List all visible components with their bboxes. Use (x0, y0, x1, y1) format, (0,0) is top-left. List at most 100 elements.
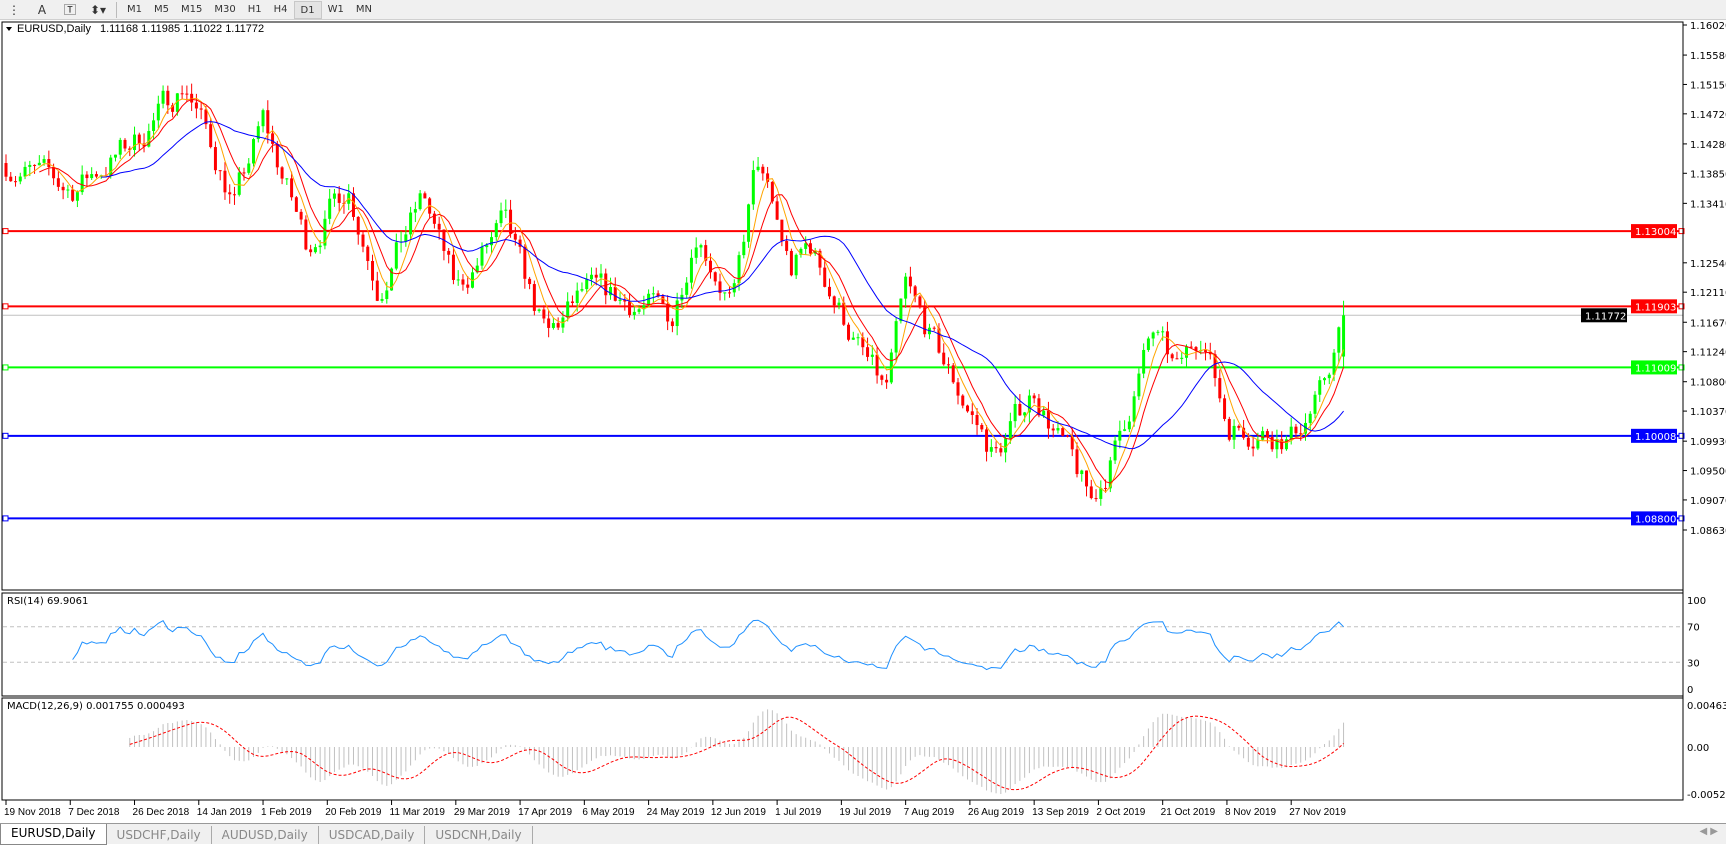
candle-body (166, 90, 170, 106)
candle-body (923, 307, 927, 335)
collapse-triangle-icon[interactable] (6, 27, 12, 31)
line-handle[interactable] (1678, 303, 1685, 310)
candle-body (842, 302, 846, 325)
candle-body (356, 216, 360, 235)
price-axis-label: 1.16020 (1690, 21, 1726, 32)
candle-body (932, 327, 936, 329)
price-line-tag (1631, 224, 1677, 239)
candle-body (651, 293, 655, 295)
line-handle[interactable] (2, 228, 9, 235)
candle-body (437, 223, 441, 230)
timeframe-group: M1 M5 M15 M30 H1 H4 D1 W1 MN (121, 0, 378, 19)
tab-usdcnh-daily[interactable]: USDCNH,Daily (425, 826, 533, 844)
timeframe-h4[interactable]: H4 (273, 3, 288, 15)
candle-body (361, 234, 365, 247)
macd-axis-label: 0.00463 (1687, 701, 1726, 712)
candle-body (218, 170, 222, 172)
chart-tabs: EURUSD,Daily USDCHF,Daily AUDUSD,Daily USDC… (0, 823, 1726, 845)
date-axis-label: 21 Oct 2019 (1161, 807, 1216, 818)
price-line-tag (1631, 299, 1677, 314)
candle-body (1161, 331, 1165, 333)
candle-body (1037, 398, 1041, 416)
line-handle[interactable] (2, 303, 9, 310)
timeframe-m30[interactable]: M30 (214, 3, 236, 15)
candle-body (1104, 487, 1108, 489)
tab-eurusd-daily[interactable]: EURUSD,Daily (0, 824, 107, 845)
timeframe-m5[interactable]: M5 (154, 3, 169, 15)
line-handle[interactable] (1678, 432, 1685, 439)
date-axis-label: 7 Aug 2019 (904, 807, 955, 818)
date-axis-label: 17 Apr 2019 (518, 807, 572, 818)
candle-body (66, 189, 70, 191)
candle-body (751, 170, 755, 205)
candle-body (775, 201, 779, 220)
price-line-tag-label: 1.11903 (1635, 302, 1676, 313)
candle-body (423, 193, 427, 199)
candle-body (961, 395, 965, 406)
tab-audusd-daily[interactable]: AUDUSD,Daily (212, 826, 319, 844)
candle-body (1085, 470, 1089, 487)
tab-usdchf-daily[interactable]: USDCHF,Daily (107, 826, 212, 844)
candle-body (1265, 431, 1269, 438)
line-handle[interactable] (2, 515, 9, 522)
candle-body (299, 211, 303, 220)
candle-body (133, 134, 137, 151)
candle-body (1284, 439, 1288, 450)
candle-body (756, 166, 760, 171)
period-separator-icon[interactable]: ⋮ (8, 2, 20, 17)
date-axis-label: 20 Feb 2019 (325, 807, 382, 818)
tab-scroll-arrows[interactable]: ◀ ▶ (1699, 826, 1718, 837)
candle-body (966, 405, 970, 412)
timeframe-d1[interactable]: D1 (293, 0, 322, 19)
candle-body (223, 170, 227, 193)
candle-body (1004, 438, 1008, 453)
line-handle[interactable] (1678, 515, 1685, 522)
timeframe-m1[interactable]: M1 (127, 3, 142, 15)
candle-body (523, 246, 527, 279)
timeframe-mn[interactable]: MN (355, 3, 372, 15)
timeframe-m15[interactable]: M15 (181, 3, 203, 15)
candle-body (946, 364, 950, 366)
arrows-icon[interactable]: ⬍▾ (89, 2, 107, 17)
rsi-panel-frame (1, 592, 1684, 697)
candle-body (1142, 349, 1146, 374)
date-axis-label: 11 Mar 2019 (390, 807, 446, 818)
line-handle[interactable] (1678, 364, 1685, 371)
candle-body (332, 193, 336, 199)
candle-body (737, 255, 741, 284)
price-line-tag (1631, 360, 1677, 375)
line-handle[interactable] (2, 432, 9, 439)
candle-body (242, 172, 246, 174)
timeframe-h1[interactable]: H1 (247, 3, 262, 15)
candle-body (937, 328, 941, 353)
candle-body (1232, 425, 1236, 440)
candle-body (499, 210, 503, 224)
chart-area[interactable]: EURUSD,Daily 1.11168 1.11985 1.11022 1.11… (0, 20, 1726, 823)
toolbar: ⋮ A 🅃 ⬍▾ M1 M5 M15 M30 H1 H4 D1 W1 MN (0, 0, 1726, 20)
candle-body (989, 447, 993, 452)
candle-body (604, 273, 608, 296)
date-axis-label: 19 Jul 2019 (839, 807, 891, 818)
macd-axis-label: 0.00 (1687, 743, 1709, 754)
candle-body (1165, 331, 1169, 355)
text-icon[interactable]: A (37, 2, 47, 17)
candle-body (52, 167, 56, 179)
date-axis-label: 14 Jan 2019 (197, 807, 252, 818)
candle-body (1332, 352, 1336, 375)
price-line-tag-label: 1.10008 (1635, 432, 1676, 443)
ma-fast-line (24, 97, 1345, 493)
candle-body (47, 159, 51, 168)
candle-body (708, 260, 712, 273)
timeframe-w1[interactable]: W1 (327, 3, 344, 15)
candle-body (861, 337, 865, 348)
text-label-icon[interactable]: 🅃 (63, 3, 76, 17)
candle-body (685, 282, 689, 295)
tab-usdcad-daily[interactable]: USDCAD,Daily (319, 826, 426, 844)
candle-body (204, 109, 208, 125)
line-handle[interactable] (2, 364, 9, 371)
candle-body (742, 241, 746, 256)
line-handle[interactable] (1678, 228, 1685, 235)
candle-body (908, 276, 912, 287)
candle-body (337, 193, 341, 203)
candle-body (1327, 374, 1331, 379)
